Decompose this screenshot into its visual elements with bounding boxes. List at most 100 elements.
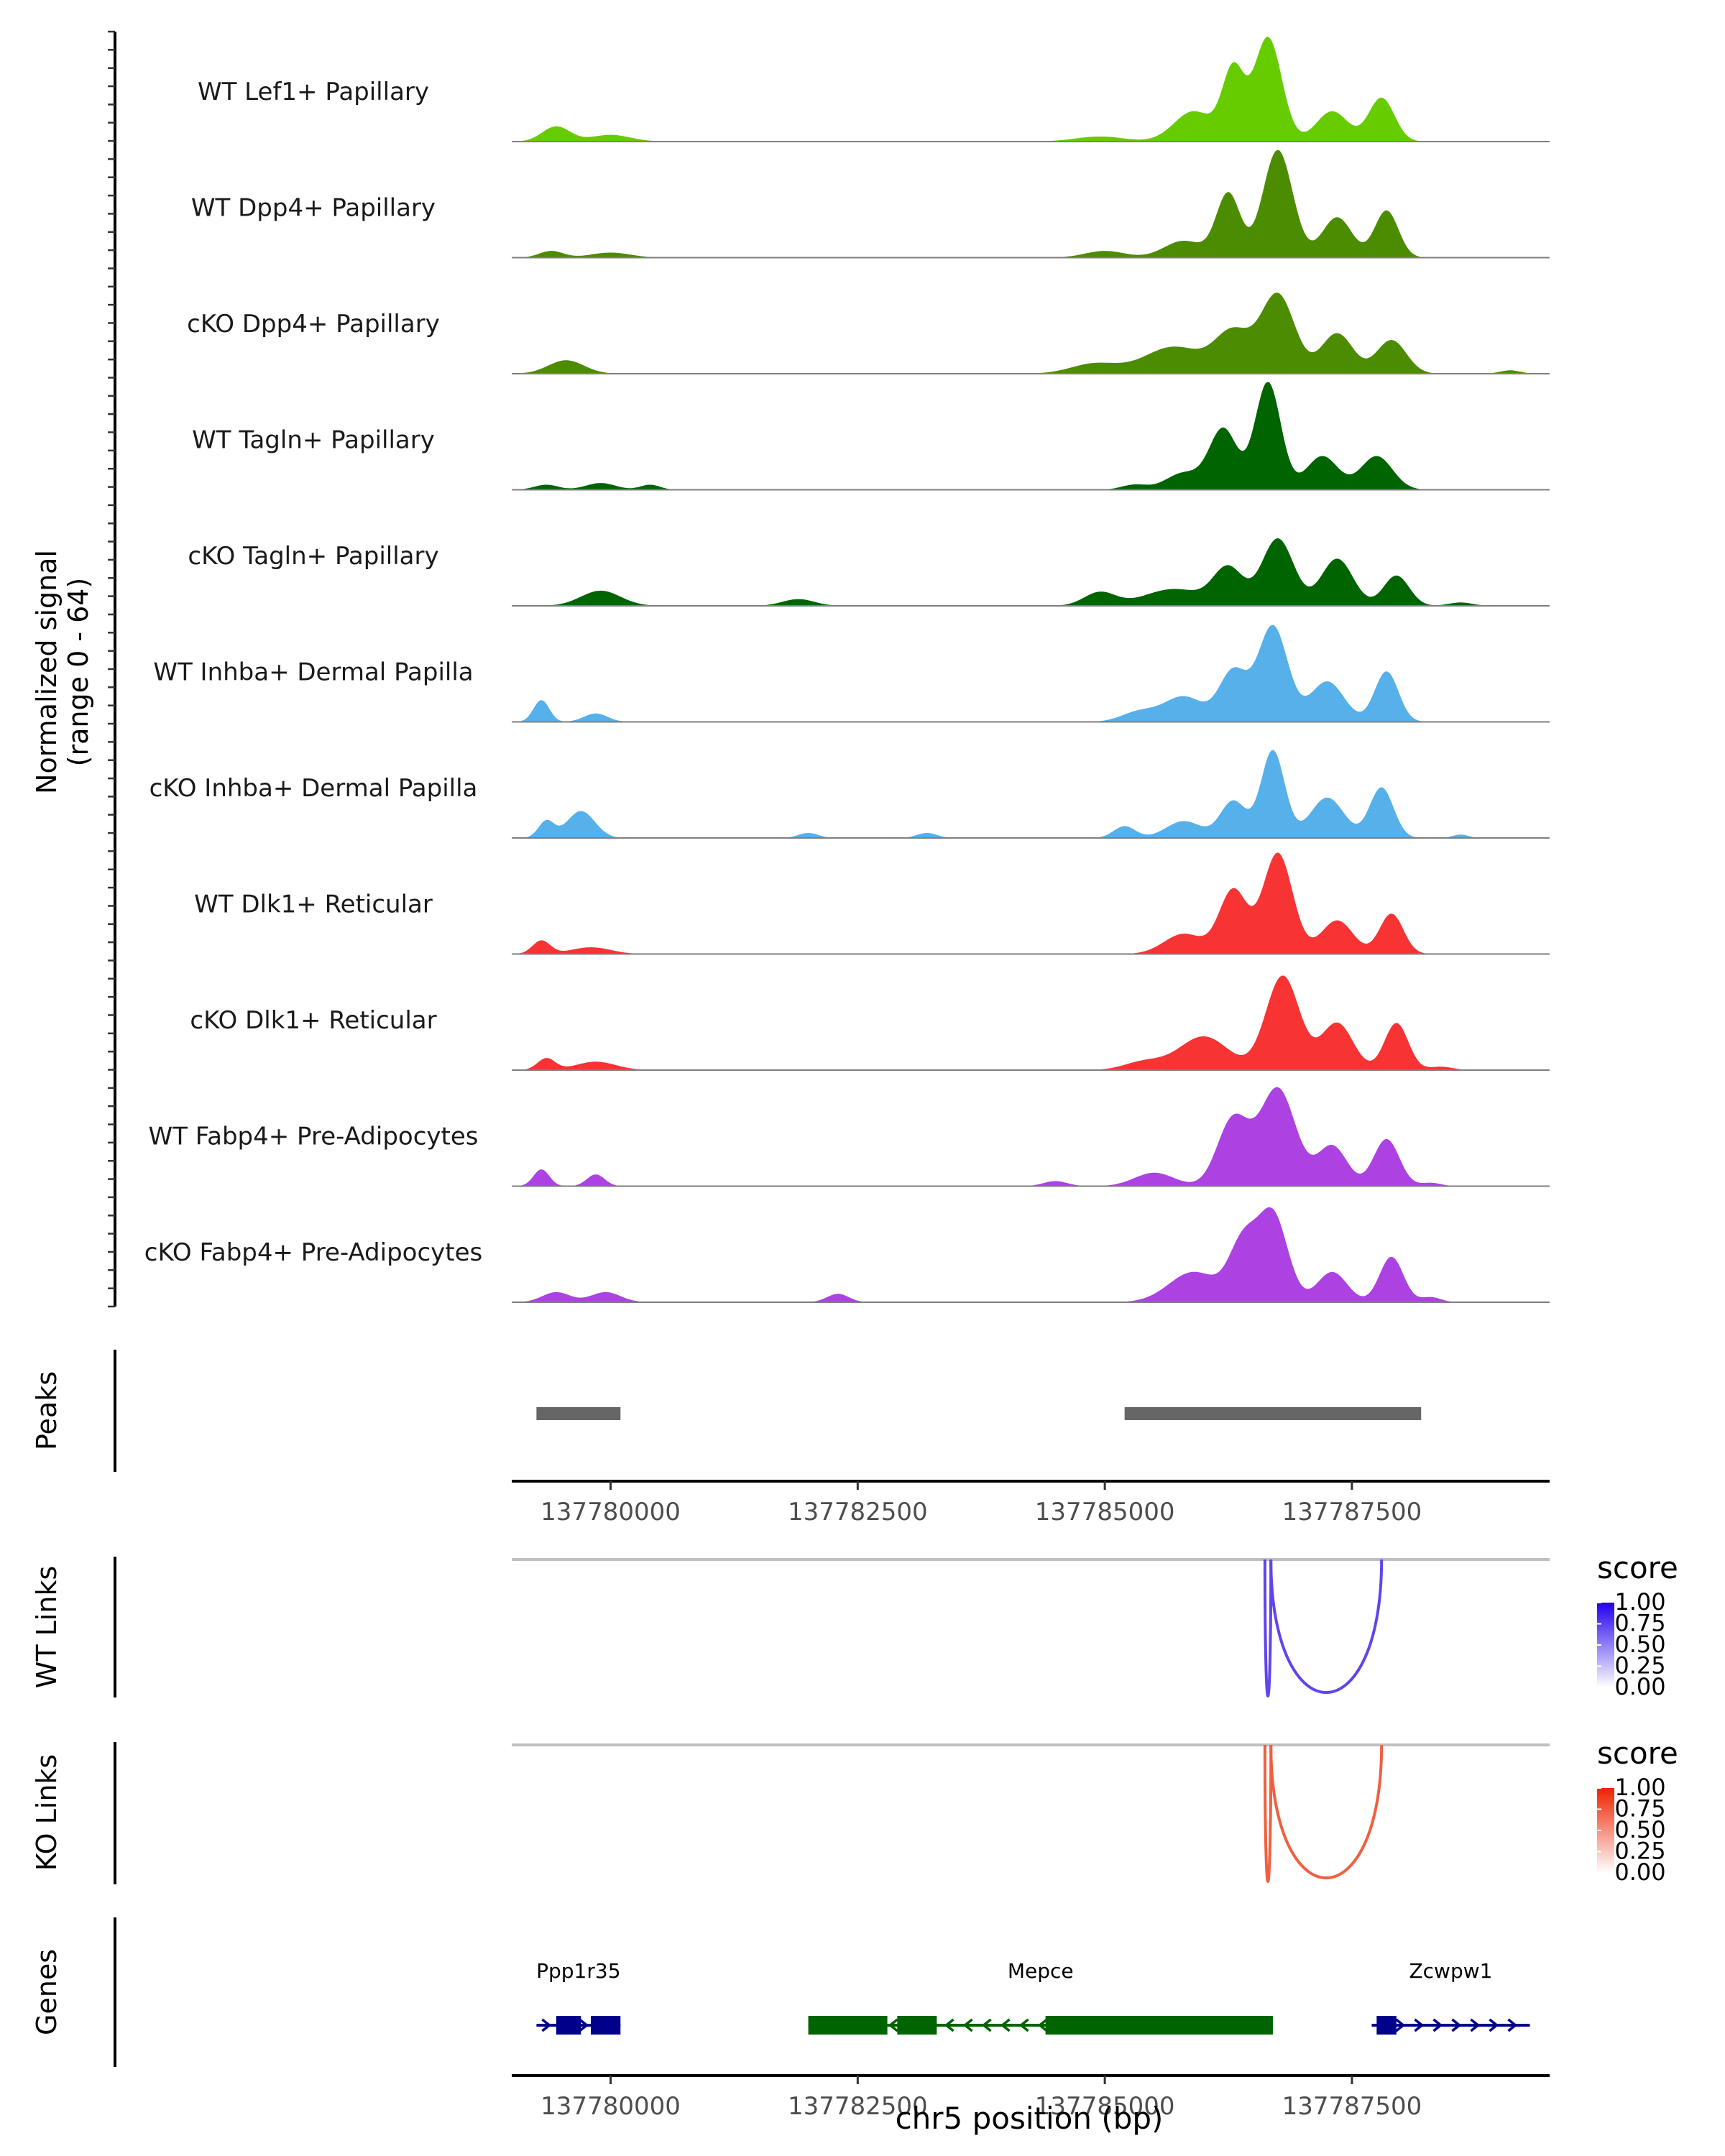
gene-zcwpw1: Zcwpw1 — [1371, 1959, 1530, 2035]
ko-links-arc-2 — [1269, 1744, 1384, 1880]
x-axis-top-tick-label: 137785000 — [1035, 1498, 1175, 1526]
exon-mepce — [1045, 2016, 1273, 2035]
x-axis-top: 137780000 137782500 137785000 137787500 — [512, 1480, 1550, 1526]
x-axis-label: chr5 position (bp) — [896, 2101, 1164, 2136]
strand-arrow-zcwpw1 — [1414, 2018, 1425, 2032]
strand-arrow-mepce — [888, 2018, 898, 2032]
strand-arrow-mepce — [962, 2018, 973, 2032]
exon-mepce — [897, 2016, 937, 2035]
exon-ppp1r35 — [556, 2016, 581, 2035]
wt-links-arc-1 — [1263, 1559, 1273, 1697]
peaks-label: Peaks — [31, 1371, 63, 1450]
ko-links-legend-tick-label: 0.50 — [1614, 1816, 1665, 1843]
coverage-track-wt-dpp4-papillary: WT Dpp4+ Papillary — [191, 149, 1550, 259]
coverage-area-cko-fabp4-pre-adipocytes — [512, 1207, 1550, 1302]
coverage-track-label-wt-dpp4-papillary: WT Dpp4+ Papillary — [191, 194, 436, 223]
coverage-area-wt-fabp4-pre-adipocytes — [512, 1087, 1550, 1187]
coverage-track-wt-fabp4-pre-adipocytes: WT Fabp4+ Pre-Adipocytes — [149, 1087, 1550, 1187]
gene-items: Ppp1r35 Mepce Zcwpw1 — [536, 1959, 1530, 2035]
ko-links-legend-tick-label: 0.00 — [1614, 1858, 1665, 1886]
peaks-panel: Peaks 137780000 137782500 137785000 1377875… — [31, 1350, 1550, 1526]
coverage-tracks: WT Lef1+ Papillary WT Dpp4+ Papillary cKO … — [144, 37, 1550, 1303]
exon-mepce — [808, 2016, 888, 2035]
ko-links-legend-tick-label: 0.25 — [1614, 1838, 1665, 1865]
x-axis-bottom: 137780000 137782500 137785000 137787500 — [512, 2074, 1550, 2121]
exon-ppp1r35 — [591, 2016, 621, 2035]
strand-arrow-zcwpw1 — [1395, 2018, 1406, 2032]
coverage-area-cko-dpp4-papillary — [512, 292, 1550, 374]
coverage-track-wt-lef1-papillary: WT Lef1+ Papillary — [198, 37, 1550, 142]
coverage-y-axis — [108, 30, 116, 1308]
strand-arrow-mepce — [944, 2018, 954, 2032]
genes-label: Genes — [31, 1949, 63, 2035]
wt-links-label: WT Links — [31, 1566, 63, 1688]
strand-arrow-ppp1r35 — [541, 2018, 552, 2032]
x-axis-top-tick-label: 137782500 — [788, 1498, 928, 1526]
ko-links-arc-1 — [1263, 1744, 1273, 1883]
links-panel-wt-links: WT Links score 1.000.750.500.250.00 — [31, 1550, 1678, 1700]
coverage-track-wt-inhba-dermal-papilla: WT Inhba+ Dermal Papilla — [153, 625, 1550, 723]
wt-links-legend-tick-label: 0.50 — [1614, 1631, 1665, 1658]
wt-links-arc-2 — [1269, 1559, 1384, 1695]
x-axis-top-tick-label: 137780000 — [540, 1498, 681, 1526]
coverage-track-wt-tagln-papillary: WT Tagln+ Papillary — [192, 382, 1550, 491]
genes-panel: Genes Ppp1r35 Mepce Zcwpw1 137780000 137782… — [31, 1917, 1550, 2136]
coverage-track-label-wt-fabp4-pre-adipocytes: WT Fabp4+ Pre-Adipocytes — [149, 1123, 479, 1151]
peaks-bars — [536, 1407, 1422, 1420]
wt-links-legend-tick-label: 0.25 — [1614, 1652, 1665, 1680]
coverage-track-label-cko-tagln-papillary: cKO Tagln+ Papillary — [188, 542, 438, 571]
coverage-track-label-wt-inhba-dermal-papilla: WT Inhba+ Dermal Papilla — [153, 658, 473, 687]
ko-links-legend-tick-label: 1.00 — [1614, 1774, 1665, 1801]
strand-arrow-zcwpw1 — [1489, 2018, 1499, 2032]
coverage-track-cko-dpp4-papillary: cKO Dpp4+ Papillary — [187, 292, 1550, 374]
coverage-track-label-wt-dlk1-reticular: WT Dlk1+ Reticular — [194, 890, 433, 919]
peak-region-2 — [1124, 1407, 1422, 1420]
coverage-area-wt-dlk1-reticular — [512, 852, 1550, 954]
strand-arrow-ppp1r35 — [579, 2018, 589, 2032]
coverage-track-label-wt-lef1-papillary: WT Lef1+ Papillary — [198, 78, 429, 106]
wt-links-legend-title: score — [1597, 1550, 1678, 1585]
exon-zcwpw1 — [1376, 2016, 1397, 2035]
coverage-track-cko-inhba-dermal-papilla: cKO Inhba+ Dermal Papilla — [150, 750, 1550, 839]
coverage-area-wt-inhba-dermal-papilla — [512, 625, 1550, 722]
coverage-track-wt-dlk1-reticular: WT Dlk1+ Reticular — [194, 852, 1550, 955]
coverage-area-wt-lef1-papillary — [512, 37, 1550, 142]
wt-links-legend-tick-label: 0.75 — [1614, 1610, 1665, 1637]
strand-arrow-zcwpw1 — [1470, 2018, 1481, 2032]
gene-name-zcwpw1: Zcwpw1 — [1409, 1959, 1492, 1983]
coverage-area-cko-inhba-dermal-papilla — [512, 750, 1550, 838]
coverage-y-label-line2: (range 0 - 64) — [63, 578, 94, 767]
ko-links-legend-tick-label: 0.75 — [1614, 1795, 1665, 1823]
strand-arrow-mepce — [1000, 2018, 1011, 2032]
strand-arrow-zcwpw1 — [1507, 2018, 1518, 2032]
wt-links-legend-tick-label: 1.00 — [1614, 1588, 1665, 1616]
gene-name-ppp1r35: Ppp1r35 — [536, 1959, 620, 1983]
strand-arrow-zcwpw1 — [1451, 2018, 1462, 2032]
ko-links-label: KO Links — [31, 1754, 63, 1871]
strand-arrow-mepce — [1037, 2018, 1048, 2032]
coverage-track-cko-tagln-papillary: cKO Tagln+ Papillary — [188, 538, 1550, 607]
coverage-area-wt-dpp4-papillary — [512, 149, 1550, 258]
coverage-y-label-line1: Normalized signal — [31, 550, 63, 794]
links-panel-ko-links: KO Links score 1.000.750.500.250.00 — [31, 1736, 1678, 1886]
x-axis-bottom-tick-label: 137785000 — [1035, 2092, 1175, 2121]
gene-mepce: Mepce — [808, 1959, 1273, 2035]
coverage-track-cko-fabp4-pre-adipocytes: cKO Fabp4+ Pre-Adipocytes — [144, 1207, 1550, 1303]
coverage-panel: Normalized signal (range 0 - 64) WT Lef1… — [31, 30, 1550, 1308]
x-axis-bottom-tick-label: 137787500 — [1282, 2092, 1422, 2121]
coverage-track-cko-dlk1-reticular: cKO Dlk1+ Reticular — [190, 975, 1550, 1071]
ko-links-legend-title: score — [1597, 1736, 1678, 1771]
wt-links-legend: score 1.000.750.500.250.00 — [1597, 1550, 1678, 1700]
coverage-track-label-wt-tagln-papillary: WT Tagln+ Papillary — [192, 426, 435, 455]
coverage-track-label-cko-fabp4-pre-adipocytes: cKO Fabp4+ Pre-Adipocytes — [144, 1238, 483, 1267]
gene-ppp1r35: Ppp1r35 — [536, 1959, 621, 2035]
x-axis-top-tick-label: 137787500 — [1282, 1498, 1422, 1526]
ko-links-legend: score 1.000.750.500.250.00 — [1597, 1736, 1678, 1886]
coverage-area-wt-tagln-papillary — [512, 382, 1550, 490]
x-axis-bottom-tick-label: 137782500 — [788, 2092, 928, 2121]
coverage-area-cko-dlk1-reticular — [512, 975, 1550, 1070]
coverage-track-label-cko-dlk1-reticular: cKO Dlk1+ Reticular — [190, 1006, 436, 1035]
coverage-area-cko-tagln-papillary — [512, 538, 1550, 606]
